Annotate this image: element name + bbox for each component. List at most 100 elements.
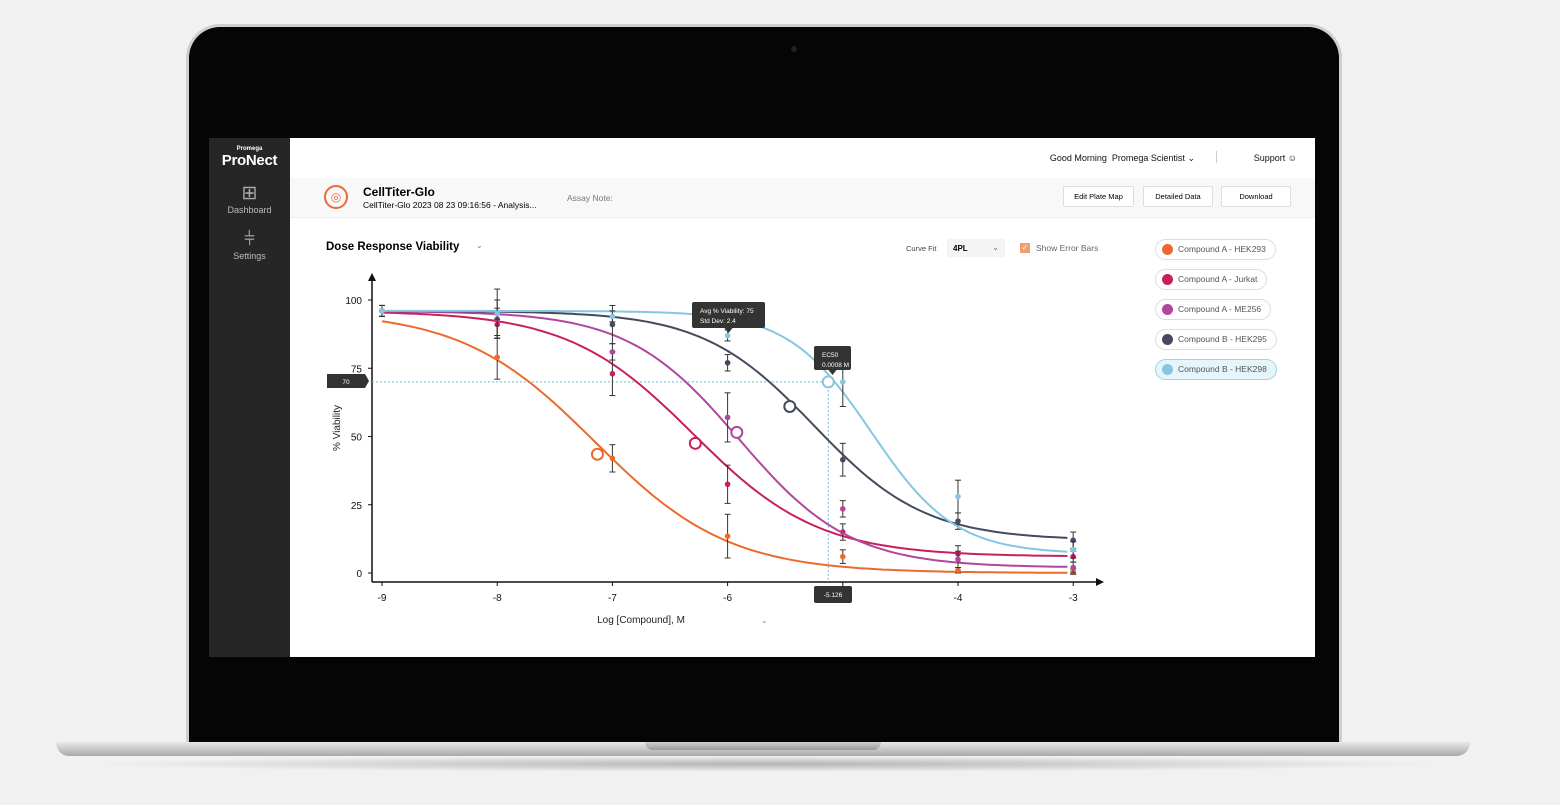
data-point [724, 481, 731, 488]
sidebar: Promega ProNect ⊞ Dashboard ⫩ Settings [209, 138, 290, 657]
curve-fit-value: 4PL [953, 244, 968, 253]
legend-label: Compound B - HEK295 [1178, 334, 1267, 344]
error-bars-label: Show Error Bars [1036, 243, 1099, 253]
data-point [1070, 564, 1076, 571]
sidebar-item-settings[interactable]: ⫩ Settings [209, 229, 290, 261]
x-tick-label: -7 [608, 593, 617, 604]
x-tick-label: -4 [954, 593, 963, 604]
detailed-data-button[interactable]: Detailed Data [1143, 186, 1213, 207]
data-point [609, 349, 616, 355]
support-label: Support [1253, 153, 1286, 163]
x-axis-label: Log [Compound], M [597, 615, 685, 626]
x-tick-label: -8 [493, 593, 502, 604]
ec50-marker [688, 436, 702, 450]
grid-icon: ⊞ [241, 183, 258, 204]
data-point [724, 332, 731, 339]
greeting: Good Morning [1049, 153, 1107, 163]
data-point [955, 493, 961, 500]
data-point [724, 414, 731, 421]
legend-item[interactable]: Compound A - ME256 [1155, 299, 1272, 320]
laptop-shadow [80, 756, 1450, 772]
x-tick-label: -9 [378, 593, 387, 604]
viability-tooltip-line1: Avg % Viability: 75 [700, 308, 754, 315]
series-color-dot [1162, 274, 1173, 285]
y-tick-label: 75 [351, 364, 363, 375]
edit-plate-map-button[interactable]: Edit Plate Map [1063, 186, 1134, 207]
ec50-marker [821, 375, 835, 389]
series-color-dot [1162, 244, 1173, 255]
legend-label: Compound A - Jurkat [1178, 274, 1258, 284]
download-button[interactable]: Download [1221, 186, 1291, 207]
sidebar-item-label: Settings [233, 251, 266, 261]
topbar: Good Morning Promega Scientist ⌄ Support… [290, 138, 1315, 178]
viability-tooltip-line2: Std Dev: 2.4 [700, 318, 736, 325]
camera [791, 46, 797, 52]
data-point [609, 321, 616, 328]
y-axis-label: % Viability [332, 405, 343, 451]
headset-icon: ☺ [1287, 153, 1297, 163]
y-tick-label: 50 [351, 433, 363, 444]
x-tick-label: -6 [723, 593, 732, 604]
chart-type-dropdown[interactable]: ⌄ [476, 241, 483, 250]
assay-title: CellTiter-Glo [363, 185, 435, 199]
series-color-dot [1162, 304, 1173, 315]
x-crosshair-label-box [814, 586, 852, 603]
support-link[interactable]: Support ☺ [1254, 153, 1297, 163]
data-point [494, 354, 501, 361]
legend-item[interactable]: Compound A - Jurkat [1155, 269, 1268, 290]
app-screen: Promega ProNect ⊞ Dashboard ⫩ Settings G… [209, 138, 1315, 657]
data-point [840, 456, 846, 463]
data-point [840, 379, 846, 385]
chart-title: Dose Response Viability [326, 241, 460, 253]
ec50-tooltip-line1: EC50 [822, 352, 839, 359]
data-point [955, 556, 961, 563]
ec50-tooltip-box [814, 346, 851, 370]
data-point [724, 533, 731, 539]
legend-item[interactable]: Compound B - HEK298 [1155, 359, 1277, 380]
data-point [955, 518, 961, 524]
y-tick-label: 100 [345, 296, 362, 307]
y-tick-label: 25 [351, 501, 363, 512]
data-point [609, 455, 616, 462]
ec50-marker [590, 447, 604, 461]
series-color-dot [1162, 364, 1173, 375]
viability-tooltip-pointer [724, 328, 733, 333]
viability-tooltip-box [692, 302, 765, 328]
divider [1216, 151, 1217, 163]
series-color-dot [1162, 334, 1173, 345]
data-point [609, 370, 616, 377]
chevron-down-icon: ⌄ [1187, 153, 1195, 163]
data-point [1070, 546, 1076, 553]
brand-logo: ProNect [221, 152, 278, 169]
data-point [494, 310, 501, 317]
error-bars-checkbox[interactable]: ✓ [1020, 243, 1030, 253]
curve-fit-label: Curve Fit [906, 244, 937, 253]
ec50-marker [730, 425, 744, 439]
sliders-icon: ⫩ [244, 229, 255, 250]
data-point [724, 359, 731, 366]
legend-item[interactable]: Compound B - HEK295 [1155, 329, 1277, 350]
user-menu[interactable]: Good Morning Promega Scientist ⌄ [1050, 153, 1195, 164]
y-axis-arrow [368, 273, 376, 281]
ec50-marker [783, 399, 797, 413]
legend-item[interactable]: Compound A - HEK293 [1155, 239, 1276, 260]
ec50-tooltip-line2: 0.0008 M [822, 362, 849, 369]
y-crosshair-label-box [327, 374, 369, 388]
data-point [955, 567, 961, 574]
x-axis-arrow [1096, 578, 1104, 586]
x-crosshair-label: -5.126 [824, 592, 843, 599]
brand-small: Promega [236, 146, 263, 152]
data-point [609, 313, 616, 320]
assay-icon: ◎ [324, 185, 348, 209]
sidebar-item-dashboard[interactable]: ⊞ Dashboard [209, 183, 290, 215]
x-axis-unit-dropdown: ⌄ [761, 616, 768, 625]
y-tick-label: 0 [356, 569, 362, 580]
assay-note-label: Assay Note: [567, 193, 613, 203]
sidebar-item-label: Dashboard [227, 205, 272, 215]
ec50-tooltip-pointer [828, 370, 837, 375]
data-point [840, 506, 846, 512]
curve-fit-select[interactable]: 4PL ⌄ [947, 239, 1005, 257]
x-tick-label: -3 [1069, 593, 1078, 604]
user-name: Promega Scientist [1111, 153, 1185, 163]
